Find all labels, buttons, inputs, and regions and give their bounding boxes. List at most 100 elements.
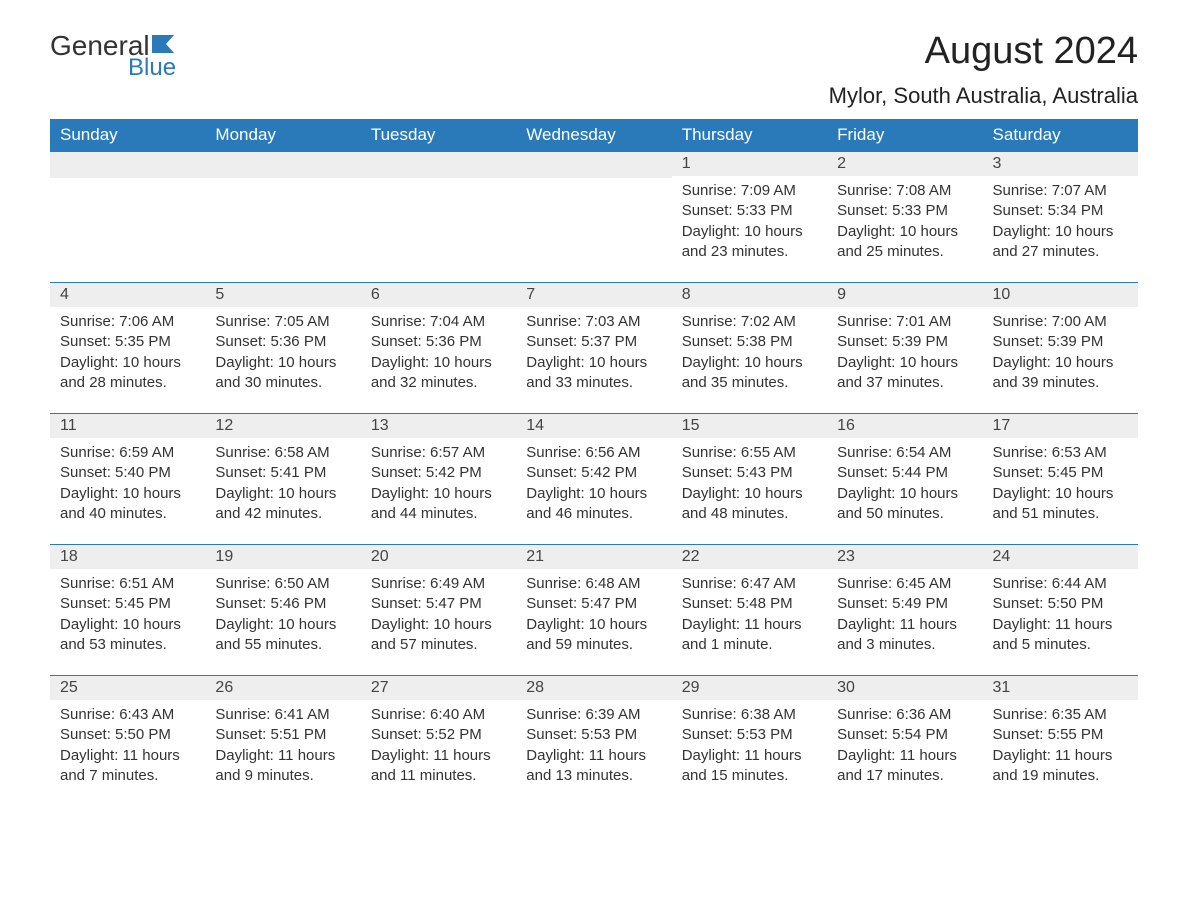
weekday-header: Wednesday — [516, 119, 671, 151]
day-cell — [516, 152, 671, 282]
day-cell: 18Sunrise: 6:51 AMSunset: 5:45 PMDayligh… — [50, 545, 205, 675]
day-number: 29 — [672, 676, 827, 700]
day-cell: 4Sunrise: 7:06 AMSunset: 5:35 PMDaylight… — [50, 283, 205, 413]
empty-day-bar — [205, 152, 360, 178]
day-cell: 25Sunrise: 6:43 AMSunset: 5:50 PMDayligh… — [50, 676, 205, 806]
day-details: Sunrise: 6:55 AMSunset: 5:43 PMDaylight:… — [672, 438, 827, 538]
day-details: Sunrise: 6:51 AMSunset: 5:45 PMDaylight:… — [50, 569, 205, 669]
day-cell: 7Sunrise: 7:03 AMSunset: 5:37 PMDaylight… — [516, 283, 671, 413]
day-number: 12 — [205, 414, 360, 438]
day-cell — [50, 152, 205, 282]
logo: General Blue — [50, 30, 184, 82]
day-cell: 17Sunrise: 6:53 AMSunset: 5:45 PMDayligh… — [983, 414, 1138, 544]
day-details: Sunrise: 7:05 AMSunset: 5:36 PMDaylight:… — [205, 307, 360, 407]
day-details: Sunrise: 7:04 AMSunset: 5:36 PMDaylight:… — [361, 307, 516, 407]
day-number: 30 — [827, 676, 982, 700]
empty-day-bar — [516, 152, 671, 178]
day-cell: 30Sunrise: 6:36 AMSunset: 5:54 PMDayligh… — [827, 676, 982, 806]
month-title: August 2024 — [829, 30, 1138, 73]
day-number: 11 — [50, 414, 205, 438]
day-cell: 15Sunrise: 6:55 AMSunset: 5:43 PMDayligh… — [672, 414, 827, 544]
day-number: 14 — [516, 414, 671, 438]
calendar: SundayMondayTuesdayWednesdayThursdayFrid… — [50, 119, 1138, 806]
day-details: Sunrise: 6:35 AMSunset: 5:55 PMDaylight:… — [983, 700, 1138, 800]
day-details: Sunrise: 6:57 AMSunset: 5:42 PMDaylight:… — [361, 438, 516, 538]
week-row: 1Sunrise: 7:09 AMSunset: 5:33 PMDaylight… — [50, 151, 1138, 282]
header: General Blue August 2024 Mylor, South Au… — [50, 30, 1138, 109]
day-number: 22 — [672, 545, 827, 569]
day-number: 6 — [361, 283, 516, 307]
day-details: Sunrise: 7:01 AMSunset: 5:39 PMDaylight:… — [827, 307, 982, 407]
day-cell: 19Sunrise: 6:50 AMSunset: 5:46 PMDayligh… — [205, 545, 360, 675]
empty-day-bar — [361, 152, 516, 178]
day-number: 19 — [205, 545, 360, 569]
day-details: Sunrise: 7:03 AMSunset: 5:37 PMDaylight:… — [516, 307, 671, 407]
day-number: 21 — [516, 545, 671, 569]
week-row: 4Sunrise: 7:06 AMSunset: 5:35 PMDaylight… — [50, 282, 1138, 413]
day-number: 31 — [983, 676, 1138, 700]
day-details: Sunrise: 6:49 AMSunset: 5:47 PMDaylight:… — [361, 569, 516, 669]
day-details: Sunrise: 6:41 AMSunset: 5:51 PMDaylight:… — [205, 700, 360, 800]
day-details: Sunrise: 6:48 AMSunset: 5:47 PMDaylight:… — [516, 569, 671, 669]
week-row: 25Sunrise: 6:43 AMSunset: 5:50 PMDayligh… — [50, 675, 1138, 806]
day-cell: 1Sunrise: 7:09 AMSunset: 5:33 PMDaylight… — [672, 152, 827, 282]
day-cell: 21Sunrise: 6:48 AMSunset: 5:47 PMDayligh… — [516, 545, 671, 675]
day-number: 20 — [361, 545, 516, 569]
day-details: Sunrise: 7:07 AMSunset: 5:34 PMDaylight:… — [983, 176, 1138, 276]
day-details: Sunrise: 6:59 AMSunset: 5:40 PMDaylight:… — [50, 438, 205, 538]
location-text: Mylor, South Australia, Australia — [829, 83, 1138, 109]
day-cell: 5Sunrise: 7:05 AMSunset: 5:36 PMDaylight… — [205, 283, 360, 413]
day-details: Sunrise: 6:50 AMSunset: 5:46 PMDaylight:… — [205, 569, 360, 669]
day-number: 8 — [672, 283, 827, 307]
day-details: Sunrise: 7:02 AMSunset: 5:38 PMDaylight:… — [672, 307, 827, 407]
day-cell: 2Sunrise: 7:08 AMSunset: 5:33 PMDaylight… — [827, 152, 982, 282]
day-number: 5 — [205, 283, 360, 307]
day-details: Sunrise: 6:58 AMSunset: 5:41 PMDaylight:… — [205, 438, 360, 538]
empty-day-bar — [50, 152, 205, 178]
day-details: Sunrise: 6:47 AMSunset: 5:48 PMDaylight:… — [672, 569, 827, 669]
day-number: 17 — [983, 414, 1138, 438]
weekday-header: Sunday — [50, 119, 205, 151]
day-cell: 9Sunrise: 7:01 AMSunset: 5:39 PMDaylight… — [827, 283, 982, 413]
day-number: 1 — [672, 152, 827, 176]
day-cell: 26Sunrise: 6:41 AMSunset: 5:51 PMDayligh… — [205, 676, 360, 806]
day-details: Sunrise: 6:44 AMSunset: 5:50 PMDaylight:… — [983, 569, 1138, 669]
weekday-header: Friday — [827, 119, 982, 151]
day-details: Sunrise: 7:08 AMSunset: 5:33 PMDaylight:… — [827, 176, 982, 276]
week-row: 18Sunrise: 6:51 AMSunset: 5:45 PMDayligh… — [50, 544, 1138, 675]
day-cell: 24Sunrise: 6:44 AMSunset: 5:50 PMDayligh… — [983, 545, 1138, 675]
weekday-header-row: SundayMondayTuesdayWednesdayThursdayFrid… — [50, 119, 1138, 151]
day-number: 23 — [827, 545, 982, 569]
day-number: 18 — [50, 545, 205, 569]
day-cell: 23Sunrise: 6:45 AMSunset: 5:49 PMDayligh… — [827, 545, 982, 675]
day-details: Sunrise: 6:39 AMSunset: 5:53 PMDaylight:… — [516, 700, 671, 800]
day-details: Sunrise: 6:53 AMSunset: 5:45 PMDaylight:… — [983, 438, 1138, 538]
day-cell — [361, 152, 516, 282]
day-number: 16 — [827, 414, 982, 438]
week-row: 11Sunrise: 6:59 AMSunset: 5:40 PMDayligh… — [50, 413, 1138, 544]
day-number: 13 — [361, 414, 516, 438]
day-details: Sunrise: 7:00 AMSunset: 5:39 PMDaylight:… — [983, 307, 1138, 407]
day-details: Sunrise: 6:56 AMSunset: 5:42 PMDaylight:… — [516, 438, 671, 538]
day-cell: 6Sunrise: 7:04 AMSunset: 5:36 PMDaylight… — [361, 283, 516, 413]
day-details: Sunrise: 7:06 AMSunset: 5:35 PMDaylight:… — [50, 307, 205, 407]
calendar-body: 1Sunrise: 7:09 AMSunset: 5:33 PMDaylight… — [50, 151, 1138, 806]
day-details: Sunrise: 6:40 AMSunset: 5:52 PMDaylight:… — [361, 700, 516, 800]
day-cell: 3Sunrise: 7:07 AMSunset: 5:34 PMDaylight… — [983, 152, 1138, 282]
day-cell: 28Sunrise: 6:39 AMSunset: 5:53 PMDayligh… — [516, 676, 671, 806]
day-number: 15 — [672, 414, 827, 438]
day-details: Sunrise: 6:54 AMSunset: 5:44 PMDaylight:… — [827, 438, 982, 538]
weekday-header: Thursday — [672, 119, 827, 151]
day-number: 9 — [827, 283, 982, 307]
day-cell: 31Sunrise: 6:35 AMSunset: 5:55 PMDayligh… — [983, 676, 1138, 806]
day-cell: 11Sunrise: 6:59 AMSunset: 5:40 PMDayligh… — [50, 414, 205, 544]
day-number: 28 — [516, 676, 671, 700]
weekday-header: Tuesday — [361, 119, 516, 151]
day-number: 24 — [983, 545, 1138, 569]
day-details: Sunrise: 6:45 AMSunset: 5:49 PMDaylight:… — [827, 569, 982, 669]
logo-text-blue: Blue — [128, 54, 176, 82]
day-cell — [205, 152, 360, 282]
day-cell: 16Sunrise: 6:54 AMSunset: 5:44 PMDayligh… — [827, 414, 982, 544]
day-cell: 14Sunrise: 6:56 AMSunset: 5:42 PMDayligh… — [516, 414, 671, 544]
day-number: 10 — [983, 283, 1138, 307]
